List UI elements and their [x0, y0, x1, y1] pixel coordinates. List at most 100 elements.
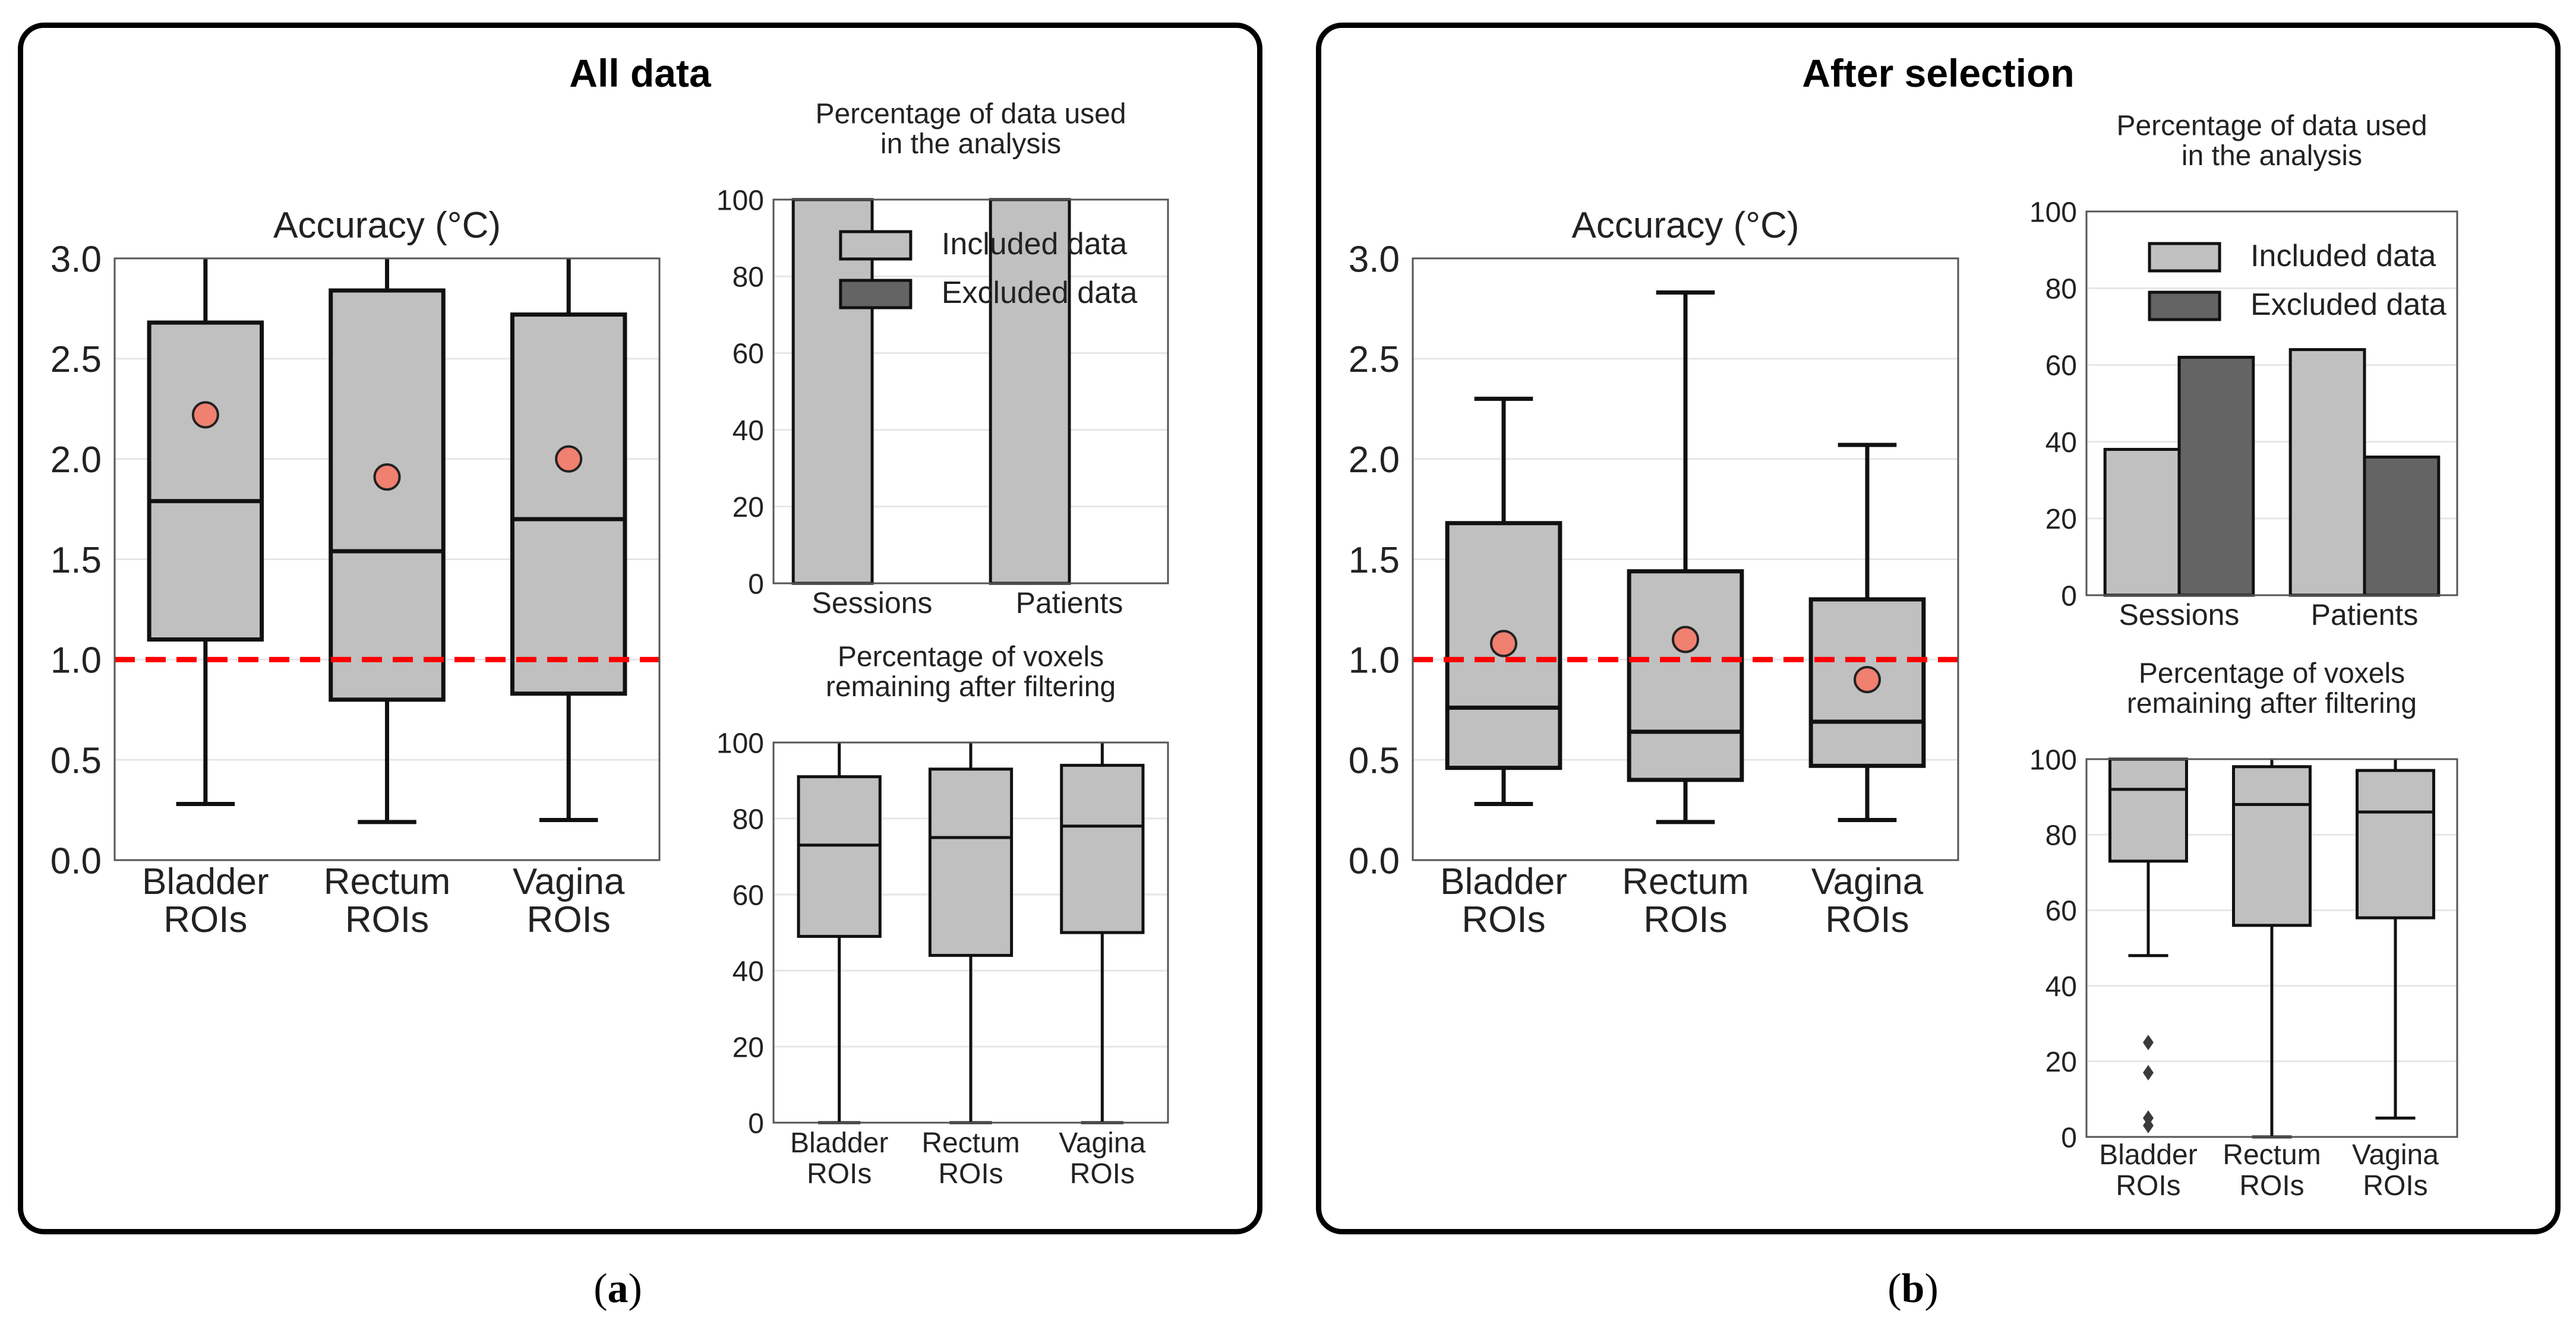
- caption-a: (a): [594, 1266, 642, 1312]
- y-tick-label: 40: [2045, 427, 2077, 459]
- y-tick-label: 60: [733, 880, 764, 911]
- box: [510, 312, 627, 696]
- y-tick-label: 0.5: [50, 740, 102, 781]
- plot-frame: [1412, 257, 1959, 861]
- x-tick-label: Vagina ROIs: [1059, 1127, 1145, 1190]
- plot-frame: [113, 257, 661, 861]
- chart-b-data-used: Percentage of data used in the analysis 0 2…: [2029, 110, 2458, 631]
- legend-label: Included data: [942, 227, 1127, 261]
- chart-a-data-used: Percentage of data used in the analysis 0 2…: [716, 99, 1169, 620]
- chart-b-accuracy: Accuracy (°C) 0.0 0.5 1.0 1.5 2.0 2.5 3.0 Bladde…: [1349, 205, 1959, 940]
- y-tick-label: 0: [2061, 580, 2077, 612]
- legend-swatch: [2148, 290, 2221, 321]
- y-tick-label: 40: [733, 956, 764, 987]
- chart-b-voxels: Percentage of voxels remaining after filt…: [2029, 658, 2458, 1202]
- legend: Included data Excluded data: [2148, 239, 2446, 322]
- y-tick-label: 60: [733, 339, 764, 370]
- mean-marker: [191, 401, 219, 429]
- caption-label: a: [607, 1266, 629, 1312]
- mean-marker: [1672, 625, 1699, 653]
- plot-frame: [772, 198, 1169, 584]
- x-tick-label: Rectum ROIs: [324, 861, 451, 940]
- box: [329, 288, 446, 702]
- legend-label: Included data: [2250, 239, 2436, 273]
- y-tick-label: 2.5: [50, 339, 102, 380]
- y-tick-label: 20: [733, 1032, 764, 1063]
- x-tick-label: Vagina ROIs: [513, 861, 625, 940]
- chart-title: Percentage of voxels remaining after filt…: [826, 642, 1116, 703]
- x-tick-label: Bladder ROIs: [1440, 861, 1567, 940]
- mean-marker: [555, 445, 583, 473]
- chart-a-accuracy: Accuracy (°C) 0.0 0.5 1.0 1.5 2.0 2.5 3.0 Bladde…: [50, 205, 661, 940]
- box: [147, 320, 264, 642]
- box: [797, 775, 882, 938]
- x-tick-label: Rectum ROIs: [2223, 1139, 2321, 1202]
- y-tick-label: 80: [733, 804, 764, 835]
- y-tick-label: 20: [2045, 504, 2077, 535]
- chart-title: Percentage of data used in the analysis: [2116, 110, 2427, 172]
- y-tick-label: 20: [2045, 1047, 2077, 1078]
- bar-included: [2103, 448, 2181, 597]
- caption-label: b: [1901, 1266, 1925, 1312]
- y-tick-label: 1.0: [50, 640, 102, 681]
- plot-frame: [2085, 758, 2458, 1138]
- bar-excluded: [2177, 355, 2255, 597]
- legend-label: Excluded data: [942, 276, 1138, 310]
- legend-swatch: [2148, 242, 2221, 273]
- outlier-marker: [2143, 1117, 2154, 1133]
- y-tick-label: 60: [2045, 896, 2077, 927]
- box: [928, 767, 1014, 957]
- mean-marker: [1854, 666, 1881, 694]
- y-tick-label: 3.0: [50, 239, 102, 280]
- y-tick-label: 0.0: [1349, 841, 1400, 881]
- y-tick-label: 1.5: [1349, 540, 1400, 581]
- y-tick-label: 0: [2061, 1122, 2077, 1154]
- bar-included: [989, 198, 1071, 585]
- y-tick-label: 80: [733, 261, 764, 293]
- y-tick-label: 80: [2045, 273, 2077, 305]
- y-tick-label: 3.0: [1349, 239, 1400, 280]
- y-tick-label: 0: [748, 1108, 764, 1139]
- x-tick-label: Rectum ROIs: [1622, 861, 1749, 940]
- x-tick-label: Bladder ROIs: [142, 861, 269, 940]
- y-tick-label: 40: [733, 415, 764, 447]
- x-tick-label: Vagina ROIs: [1811, 861, 1924, 940]
- x-tick-label: Sessions: [2119, 598, 2240, 631]
- chart-a-voxels: Percentage of voxels remaining after filt…: [716, 642, 1169, 1190]
- y-tick-label: 20: [733, 492, 764, 523]
- panel-title: All data: [569, 51, 711, 95]
- legend: Included data Excluded data: [839, 227, 1138, 310]
- y-tick-label: 60: [2045, 350, 2077, 382]
- x-tick-label: Vagina ROIs: [2352, 1139, 2439, 1202]
- legend-label: Excluded data: [2250, 287, 2446, 322]
- panel-title: After selection: [1802, 51, 2075, 95]
- y-tick-label: 2.5: [1349, 339, 1400, 380]
- x-tick-label: Sessions: [812, 586, 933, 620]
- y-tick-label: 2.0: [50, 440, 102, 481]
- y-tick-label: 100: [2029, 744, 2077, 776]
- outlier-marker: [2143, 1064, 2154, 1080]
- chart-title: Accuracy (°C): [1571, 205, 1799, 246]
- x-tick-label: Patients: [2311, 598, 2419, 631]
- box: [1060, 763, 1145, 934]
- mean-marker: [373, 463, 401, 491]
- y-tick-label: 100: [2029, 197, 2077, 228]
- legend-swatch: [839, 230, 913, 261]
- x-tick-label: Bladder ROIs: [790, 1127, 888, 1190]
- chart-title: Accuracy (°C): [273, 205, 501, 246]
- chart-title: Percentage of voxels remaining after filt…: [2127, 658, 2417, 719]
- chart-title: Percentage of data used in the analysis: [815, 99, 1126, 160]
- plot-frame: [2085, 210, 2458, 596]
- y-tick-label: 0.0: [50, 841, 102, 881]
- y-tick-label: 1.5: [50, 540, 102, 581]
- x-tick-label: Rectum ROIs: [921, 1127, 1019, 1190]
- y-tick-label: 0: [748, 568, 764, 600]
- y-tick-label: 100: [716, 185, 764, 216]
- legend-swatch: [839, 279, 913, 309]
- box: [2232, 765, 2312, 927]
- y-tick-label: 40: [2045, 971, 2077, 1003]
- y-tick-label: 100: [716, 728, 764, 759]
- box: [2356, 769, 2435, 920]
- y-tick-label: 0.5: [1349, 740, 1400, 781]
